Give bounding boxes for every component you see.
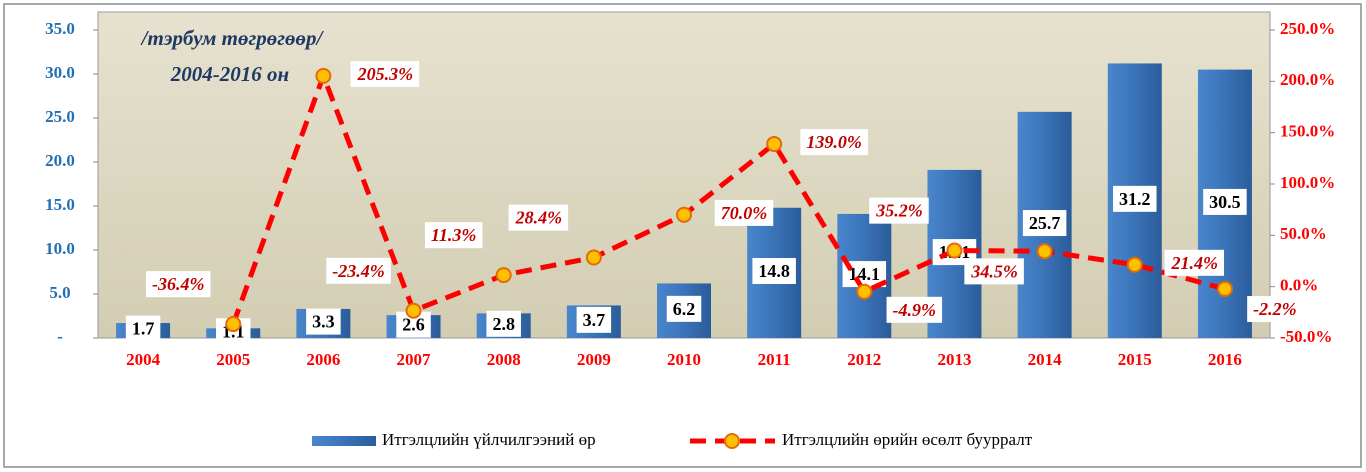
line-value-label: -23.4% (332, 261, 385, 281)
line-value-label: 21.4% (1171, 253, 1219, 273)
line-marker (1036, 243, 1053, 260)
line-marker (946, 242, 963, 259)
y2-tick-label: 150.0% (1280, 122, 1335, 141)
label-box (1247, 296, 1303, 323)
label-box (486, 310, 521, 337)
line-marker (225, 316, 242, 333)
label-box (886, 296, 943, 323)
x-tick-label: 2005 (216, 350, 250, 369)
y-tick-label: 25.0 (45, 107, 75, 126)
legend-marker (724, 433, 740, 449)
bar-value-label: 14.8 (758, 261, 790, 281)
label-box (666, 295, 702, 322)
line-value-label: -4.9% (893, 300, 937, 320)
y-tick-label: 5.0 (49, 283, 70, 302)
label-box (306, 308, 341, 335)
label-box (326, 257, 391, 284)
label-box (714, 199, 774, 226)
x-tick-label: 2011 (758, 350, 791, 369)
y2-tick-label: -50.0% (1280, 327, 1332, 346)
line-marker (1126, 256, 1143, 273)
annotation: /тэрбум төгрөгөөр/ (140, 26, 325, 50)
line-value-label: 11.3% (431, 225, 477, 245)
bar-value-label: 31.2 (1119, 189, 1151, 209)
y2-tick-label: 50.0% (1280, 224, 1327, 243)
x-tick-label: 2010 (667, 350, 701, 369)
y2-tick-label: 200.0% (1280, 70, 1335, 89)
line-marker (856, 283, 873, 300)
line-value-label: -36.4% (152, 274, 205, 294)
line-marker (585, 249, 602, 266)
y-tick-label: 15.0 (45, 195, 75, 214)
label-box (1113, 185, 1157, 212)
label-box (1203, 188, 1247, 215)
y-tick-label: 20.0 (45, 151, 75, 170)
x-tick-label: 2008 (487, 350, 521, 369)
legend-label: Итгэлцлийн өрийн өсөлт буурралт (782, 430, 1033, 449)
x-tick-label: 2009 (577, 350, 611, 369)
y2-tick-label: 250.0% (1280, 19, 1335, 38)
line (230, 68, 1226, 325)
y-tick-label: - (57, 327, 63, 346)
label-box (350, 61, 420, 88)
x-tick-label: 2014 (1028, 350, 1063, 369)
line-value-label: 34.5% (970, 261, 1018, 281)
label-box (576, 306, 612, 333)
label-box (752, 258, 796, 285)
line-marker (676, 206, 692, 223)
bar-value-label: 6.2 (673, 299, 696, 319)
x-tick-label: 2004 (126, 350, 161, 369)
bar-value-label: 2.6 (402, 315, 425, 335)
legend-swatch (312, 436, 376, 446)
x-tick-label: 2012 (847, 350, 881, 369)
y-tick-label: 35.0 (45, 19, 75, 38)
bar-value-label: 30.5 (1209, 192, 1241, 212)
x-tick-label: 2016 (1208, 350, 1242, 369)
bar-value-label: 14.1 (849, 264, 881, 284)
bar-value-label: 3.7 (583, 310, 606, 330)
line-marker (1216, 280, 1233, 297)
label-box (1164, 249, 1225, 276)
bar-value-label: 3.3 (312, 312, 335, 332)
bar-value-label: 25.7 (1029, 213, 1061, 233)
annotation: 2004-2016 он (170, 62, 289, 86)
x-tick-label: 2006 (306, 350, 340, 369)
y2-tick-label: 100.0% (1280, 173, 1335, 192)
y2-tick-label: 0.0% (1280, 276, 1318, 295)
label-box (1022, 210, 1067, 237)
y-tick-label: 10.0 (45, 239, 75, 258)
x-tick-label: 2007 (397, 350, 432, 369)
label-box (508, 204, 569, 231)
line-marker (766, 135, 783, 152)
legend-label: Итгэлцлийн үйлчилгээний өр (382, 430, 596, 449)
label-box (125, 315, 161, 342)
line-marker (495, 267, 512, 284)
line-value-label: 35.2% (875, 201, 923, 221)
label-box (424, 222, 483, 249)
label-box (964, 258, 1024, 285)
line-value-label: 70.0% (721, 203, 768, 223)
y-tick-label: 30.0 (45, 63, 75, 82)
bar-value-label: 2.8 (492, 314, 515, 334)
x-tick-label: 2013 (937, 350, 971, 369)
line-value-label: -2.2% (1253, 299, 1297, 319)
label-box (800, 129, 868, 156)
line-value-label: 28.4% (515, 208, 563, 228)
line-marker (405, 302, 422, 319)
bar-value-label: 1.7 (132, 319, 155, 339)
label-box (145, 271, 211, 298)
line-value-label: 205.3% (357, 64, 414, 84)
line-marker (315, 67, 332, 84)
label-box (869, 197, 929, 224)
x-tick-label: 2015 (1118, 350, 1152, 369)
line-value-label: 139.0% (806, 132, 862, 152)
